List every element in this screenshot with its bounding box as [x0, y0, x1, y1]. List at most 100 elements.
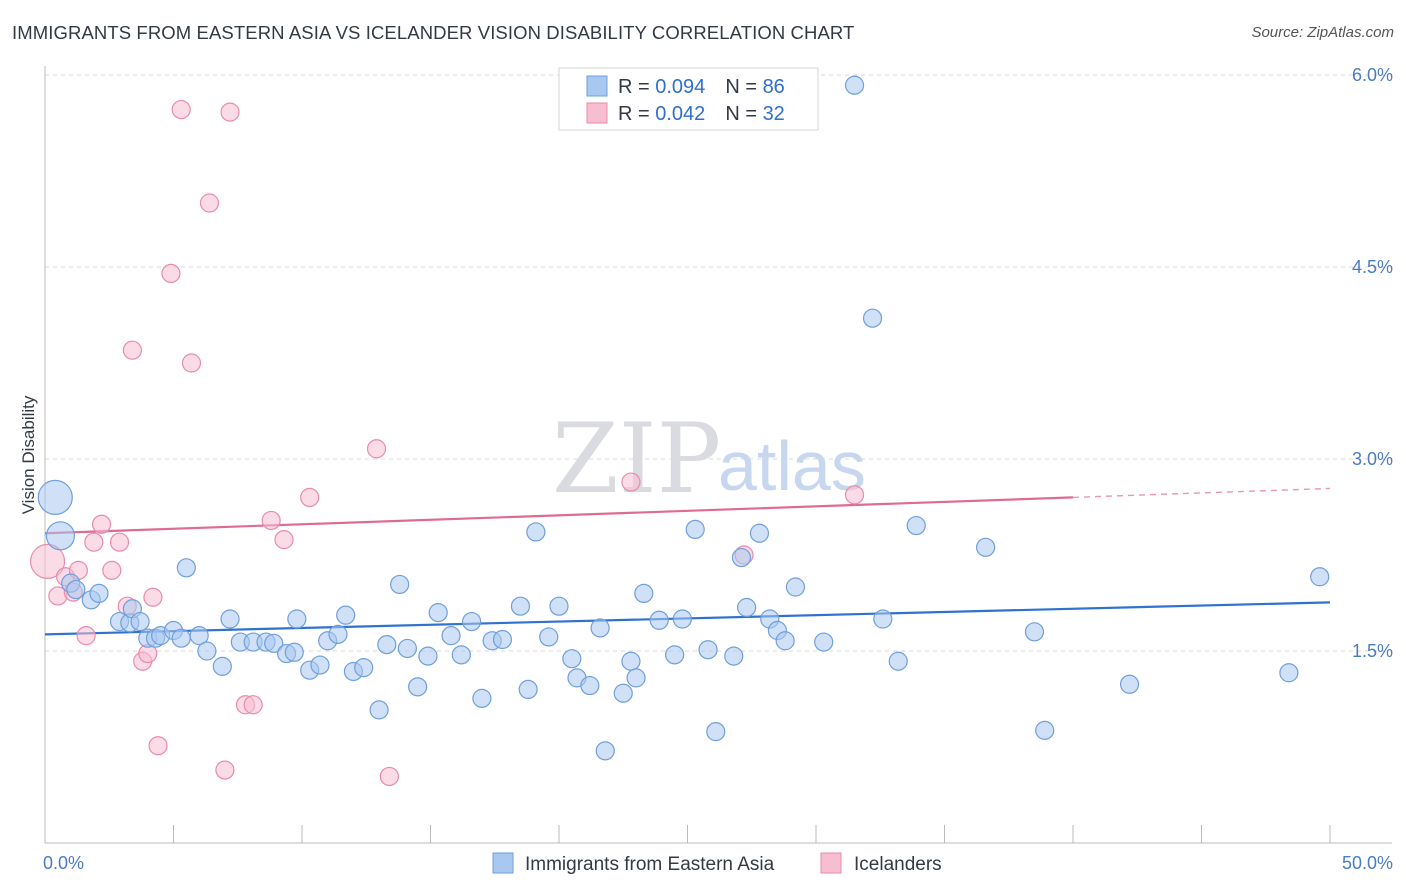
eastern-asia-point-36	[390, 574, 410, 595]
eastern-asia-point-15	[176, 558, 196, 578]
icelanders-points	[29, 99, 865, 787]
eastern-asia-point-18	[212, 656, 232, 676]
legend-row-1: R = 0.094 N = 86	[618, 76, 785, 98]
icelanders-point-8	[102, 560, 122, 580]
eastern-asia-point-82	[1024, 622, 1045, 642]
y-tick-label-2: 4.5%	[1352, 257, 1393, 277]
eastern-asia-point-76	[844, 75, 865, 95]
eastern-asia-point-63	[672, 609, 692, 629]
eastern-asia-point-28	[310, 655, 330, 675]
eastern-asia-point-43	[462, 611, 482, 632]
eastern-asia-points	[37, 75, 1330, 761]
icelanders-point-24	[261, 510, 281, 531]
icelanders-point-18	[181, 353, 202, 373]
eastern-asia-point-65	[698, 640, 718, 660]
series-legend-blue-swatch	[492, 852, 514, 874]
eastern-asia-point-0	[37, 479, 73, 515]
eastern-asia-point-30	[328, 624, 348, 644]
eastern-asia-point-31	[336, 605, 356, 625]
trend-line-icelanders	[44, 496, 1074, 535]
watermark-zip: ZIP	[552, 403, 721, 515]
icelanders-point-21	[220, 102, 240, 122]
eastern-asia-point-1	[45, 521, 76, 551]
icelanders-point-19	[199, 193, 220, 213]
eastern-asia-point-61	[649, 610, 669, 630]
y-tick-labels: 1.5% 3.0% 4.5% 6.0%	[1352, 65, 1393, 661]
eastern-asia-point-52	[562, 649, 582, 669]
eastern-asia-point-33	[354, 658, 374, 678]
eastern-asia-point-37	[397, 638, 417, 659]
axes	[44, 66, 1392, 844]
eastern-asia-point-35	[377, 634, 397, 655]
icelanders-point-6	[84, 532, 104, 552]
eastern-asia-point-26	[287, 609, 307, 629]
eastern-asia-point-80	[906, 515, 926, 536]
eastern-asia-point-23	[264, 633, 284, 653]
eastern-asia-point-25	[284, 642, 304, 662]
icelanders-point-29	[621, 472, 641, 492]
eastern-asia-point-17	[197, 641, 217, 661]
eastern-asia-point-68	[731, 547, 752, 568]
eastern-asia-point-77	[862, 308, 883, 328]
x-tick-label-0: 0.0%	[43, 853, 84, 873]
eastern-asia-point-19	[220, 609, 240, 629]
eastern-asia-point-47	[510, 596, 531, 616]
icelanders-point-11	[122, 340, 142, 360]
eastern-asia-point-55	[590, 618, 610, 638]
eastern-asia-point-75	[814, 632, 834, 652]
eastern-asia-point-62	[665, 645, 685, 665]
eastern-asia-point-38	[408, 677, 428, 697]
eastern-asia-point-41	[441, 626, 461, 646]
eastern-asia-point-81	[976, 537, 996, 557]
icelanders-point-28	[379, 766, 399, 787]
eastern-asia-point-16	[189, 626, 209, 646]
icelanders-point-31	[844, 485, 865, 505]
icelanders-point-15	[148, 736, 168, 756]
icelanders-point-17	[171, 99, 191, 120]
watermark-atlas: atlas	[718, 427, 866, 505]
eastern-asia-point-50	[539, 627, 559, 647]
chart-title: IMMIGRANTS FROM EASTERN ASIA VS ICELANDE…	[12, 22, 855, 43]
eastern-asia-point-40	[428, 602, 448, 623]
eastern-asia-point-57	[613, 683, 633, 703]
eastern-asia-point-14	[171, 628, 191, 648]
source-credit: Source: ZipAtlas.com	[1251, 24, 1394, 41]
eastern-asia-point-34	[369, 700, 389, 720]
eastern-asia-point-46	[492, 629, 513, 650]
eastern-asia-point-85	[1279, 663, 1299, 683]
eastern-asia-point-69	[737, 597, 757, 618]
icelanders-point-9	[109, 532, 130, 552]
series-legend-blue-label: Immigrants from Eastern Asia	[525, 854, 775, 875]
eastern-asia-point-67	[724, 646, 744, 666]
eastern-asia-point-58	[621, 651, 641, 671]
eastern-asia-point-78	[873, 609, 893, 629]
stats-legend: R = 0.094 N = 86 R = 0.042 N = 32	[558, 67, 819, 131]
x-tick-labels: 0.0% 50.0%	[43, 853, 1393, 873]
y-tick-label-3: 6.0%	[1352, 65, 1393, 85]
eastern-asia-point-39	[418, 646, 438, 666]
eastern-asia-point-49	[526, 522, 546, 542]
series-legend: Immigrants from Eastern Asia Icelanders	[492, 852, 942, 875]
legend-blue-swatch	[586, 75, 608, 97]
eastern-asia-point-86	[1310, 567, 1330, 587]
icelanders-point-16	[161, 263, 181, 283]
icelanders-point-0	[29, 543, 66, 580]
icelanders-point-26	[300, 487, 320, 507]
eastern-asia-point-60	[634, 583, 654, 604]
eastern-asia-point-64	[685, 519, 705, 540]
icelanders-point-7	[91, 514, 112, 534]
series-legend-pink-label: Icelanders	[854, 854, 942, 875]
eastern-asia-point-56	[595, 741, 615, 761]
eastern-asia-point-54	[580, 675, 600, 696]
eastern-asia-point-73	[775, 631, 795, 651]
trend-line-icelanders-extension	[1072, 487, 1331, 499]
eastern-asia-point-42	[451, 645, 471, 665]
eastern-asia-point-84	[1119, 674, 1140, 694]
eastern-asia-point-59	[626, 668, 646, 688]
eastern-asia-point-5	[89, 583, 109, 604]
eastern-asia-point-51	[549, 596, 569, 616]
x-tick-label-1: 50.0%	[1342, 853, 1393, 873]
legend-row-2: R = 0.042 N = 32	[618, 103, 785, 125]
eastern-asia-point-44	[472, 688, 492, 708]
eastern-asia-point-48	[518, 679, 538, 700]
